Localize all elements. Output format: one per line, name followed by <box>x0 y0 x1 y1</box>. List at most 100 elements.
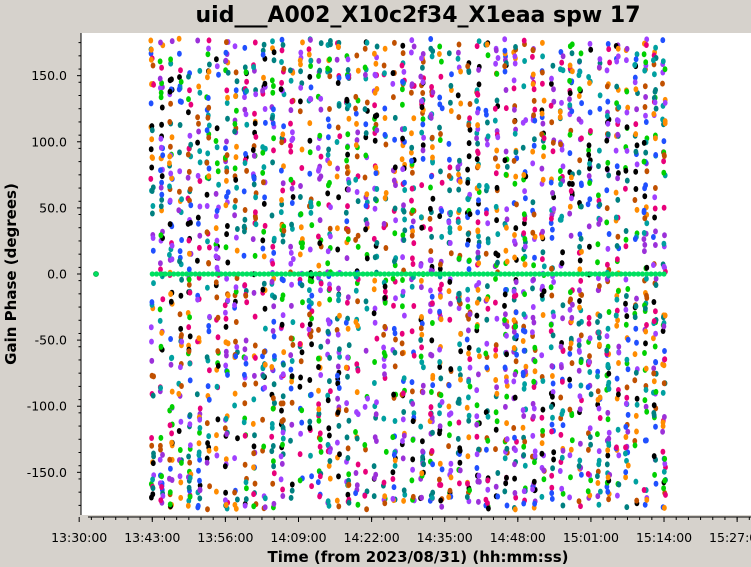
phase-point <box>596 448 602 455</box>
phase-point <box>270 89 276 96</box>
reference-point <box>605 271 611 277</box>
phase-point <box>558 216 564 223</box>
phase-point <box>177 149 182 156</box>
phase-point <box>390 495 396 502</box>
phase-point <box>632 79 638 86</box>
phase-point <box>615 45 621 52</box>
phase-point <box>317 217 323 224</box>
phase-point <box>644 36 650 43</box>
phase-point <box>353 470 359 476</box>
phase-point <box>306 297 312 304</box>
phase-point <box>512 475 517 482</box>
phase-point <box>597 201 603 208</box>
phase-point <box>326 146 331 153</box>
phase-point <box>345 56 351 63</box>
phase-point <box>522 243 528 250</box>
phase-point <box>336 285 341 292</box>
phase-point <box>549 75 554 82</box>
phase-point <box>576 116 582 123</box>
phase-point <box>504 258 510 265</box>
phase-point <box>483 250 489 257</box>
phase-point <box>465 166 470 173</box>
phase-point <box>260 51 266 58</box>
phase-point <box>411 115 417 122</box>
phase-point <box>605 452 611 459</box>
phase-point <box>327 475 333 482</box>
reference-point <box>274 271 280 277</box>
phase-point <box>232 204 238 210</box>
phase-point <box>625 428 631 435</box>
phase-point <box>223 57 229 64</box>
phase-point <box>401 409 407 415</box>
phase-point <box>300 39 305 46</box>
phase-point <box>493 483 499 490</box>
phase-point <box>345 144 350 151</box>
phase-point <box>195 257 200 264</box>
phase-point <box>363 130 369 137</box>
phase-point <box>204 459 210 466</box>
phase-point <box>644 408 650 415</box>
phase-point <box>579 100 584 107</box>
phase-point <box>512 106 517 113</box>
phase-point <box>213 225 219 232</box>
phase-point <box>520 144 526 151</box>
phase-point <box>225 115 230 122</box>
phase-point <box>289 481 295 488</box>
phase-point <box>493 47 499 54</box>
phase-point <box>187 314 193 321</box>
phase-point <box>541 153 546 160</box>
phase-point <box>586 223 592 230</box>
phase-point <box>288 366 294 373</box>
phase-point <box>250 420 256 427</box>
reference-point <box>265 271 271 277</box>
phase-point <box>392 418 398 424</box>
phase-point <box>466 394 471 401</box>
phase-point <box>641 487 647 493</box>
phase-point <box>188 202 194 209</box>
phase-point <box>567 131 573 138</box>
phase-point <box>615 131 621 138</box>
phase-point <box>252 342 258 349</box>
phase-point <box>504 445 510 452</box>
phase-point <box>577 266 583 273</box>
phase-point <box>597 147 602 154</box>
phase-point <box>604 67 610 74</box>
phase-point <box>251 152 257 159</box>
phase-point <box>157 306 163 313</box>
phase-point <box>158 442 163 449</box>
phase-point <box>504 378 509 385</box>
phase-point <box>495 259 500 266</box>
y-axis-title: Gain Phase (degrees) <box>2 183 20 365</box>
phase-point <box>662 312 668 319</box>
phase-point <box>325 116 331 123</box>
phase-point <box>232 489 238 496</box>
phase-point <box>297 451 303 458</box>
y-tick-label: 0.0 <box>47 267 67 282</box>
phase-point <box>475 148 480 155</box>
phase-point <box>307 377 313 383</box>
phase-point <box>179 196 185 203</box>
phase-point <box>383 245 389 251</box>
phase-point <box>197 89 203 96</box>
phase-point <box>623 236 629 243</box>
phase-point <box>550 465 555 472</box>
phase-point <box>504 216 510 223</box>
phase-point <box>614 322 620 329</box>
phase-point <box>400 135 405 142</box>
phase-point <box>429 134 435 141</box>
phase-point <box>400 277 405 283</box>
phase-point <box>197 148 203 155</box>
phase-point <box>484 364 490 371</box>
phase-point <box>197 244 202 251</box>
phase-point <box>662 232 667 239</box>
phase-point <box>540 120 546 127</box>
phase-point <box>447 164 453 171</box>
reference-point <box>330 271 336 277</box>
reference-point <box>338 271 345 277</box>
phase-point <box>195 502 201 509</box>
phase-point <box>421 461 426 468</box>
phase-point <box>520 424 526 431</box>
phase-point <box>623 444 628 451</box>
phase-point <box>392 136 397 143</box>
